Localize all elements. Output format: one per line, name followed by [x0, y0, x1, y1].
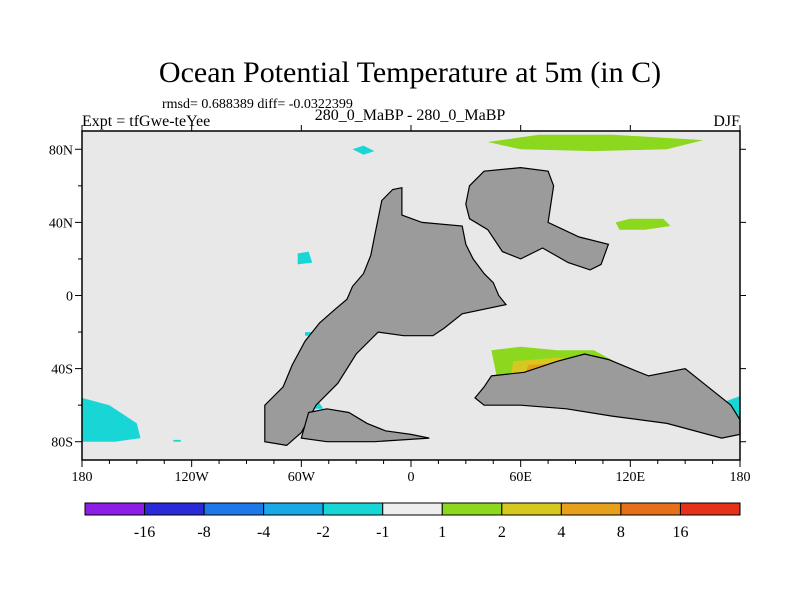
anomaly-region-5: [173, 439, 181, 442]
colorbar-label: 8: [617, 524, 625, 541]
anomaly-region-0: [82, 397, 141, 442]
x-tick-label: 180: [72, 470, 93, 485]
x-tick-label: 120W: [175, 470, 210, 485]
colorbar-label: -16: [134, 524, 155, 541]
x-tick-label: 180: [730, 470, 751, 485]
colorbar-box: [620, 502, 681, 516]
land-americas: [264, 186, 508, 447]
colorbar-label: -2: [317, 524, 330, 541]
colorbar-box: [382, 502, 443, 516]
colorbar: -16 -8 -4 -2 -1 1 2 4 8 16: [84, 502, 741, 541]
y-tick-label: 80N: [49, 143, 73, 158]
y-tick-label: 40N: [49, 216, 73, 231]
y-tick-label: 0: [66, 290, 73, 305]
colorbar-label: 4: [557, 524, 565, 541]
colorbar-label: 1: [438, 524, 446, 541]
experiment-label: Expt = tfGwe-teYee: [82, 113, 210, 130]
y-axis: 80N 40N 0 40S 80S: [49, 143, 746, 451]
colorbar-box: [144, 502, 205, 516]
land-australia_antarctic: [474, 353, 741, 439]
colorbar-box: [84, 502, 146, 516]
colorbar-label: 2: [498, 524, 506, 541]
x-tick-label: 60W: [288, 470, 316, 485]
colorbar-label: -4: [257, 524, 270, 541]
colorbar-box: [263, 502, 324, 516]
colorbar-label: -1: [376, 524, 389, 541]
season-label: DJF: [713, 113, 740, 130]
map-panel: [81, 130, 741, 461]
colorbar-box: [501, 502, 562, 516]
colorbar-box: [322, 502, 384, 516]
y-tick-label: 40S: [51, 363, 73, 378]
anomaly-region-3: [297, 251, 313, 265]
anomaly-region-1: [352, 145, 375, 155]
colorbar-box: [441, 502, 503, 516]
y-tick-label: 80S: [51, 436, 73, 451]
stats-label: rmsd= 0.688389 diff= -0.0322399: [162, 97, 353, 112]
land-layer: [264, 166, 741, 447]
anomaly-region-8: [615, 218, 671, 230]
colorbar-label: -8: [197, 524, 210, 541]
x-tick-label: 0: [408, 470, 415, 485]
x-axis: 180 120W 60W 0 60E 120E 180: [72, 125, 751, 485]
land-antarctic_peninsula: [300, 408, 430, 443]
colorbar-box: [560, 502, 622, 516]
colorbar-label: 16: [672, 524, 688, 541]
comparison-label: 280_0_MaBP - 280_0_MaBP: [315, 107, 506, 124]
colorbar-box: [679, 502, 741, 516]
anomaly-region-7: [487, 134, 704, 152]
x-tick-label: 60E: [509, 470, 532, 485]
x-tick-label: 120E: [616, 470, 646, 485]
land-eurasia: [465, 166, 610, 271]
chart-title: Ocean Potential Temperature at 5m (in C): [159, 56, 661, 89]
colorbar-box: [203, 502, 265, 516]
